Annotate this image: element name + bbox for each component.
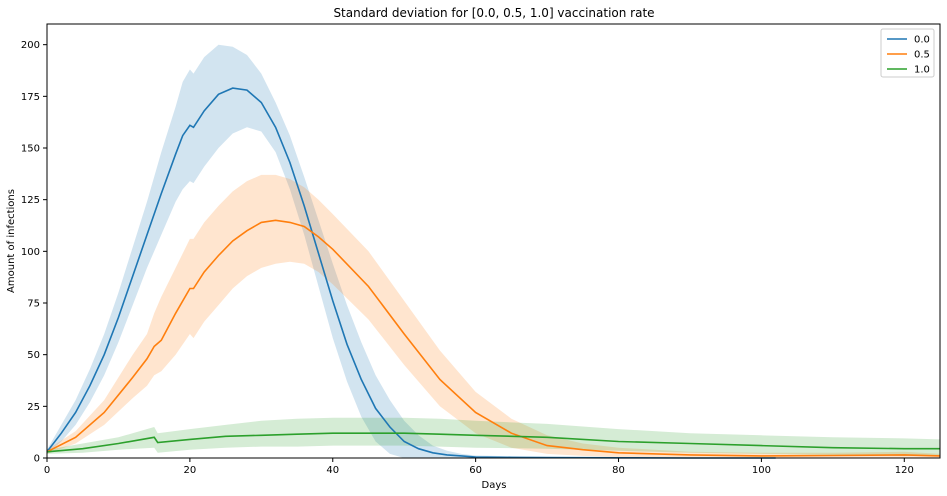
legend-label-0.5: 0.5 [914, 50, 930, 61]
y-tick-label: 175 [21, 92, 40, 103]
x-axis-ticks: 0 20 40 60 80 100 120 [44, 458, 914, 476]
x-tick-label: 0 [44, 465, 50, 476]
x-tick-label: 60 [469, 465, 482, 476]
y-tick-label: 150 [21, 144, 40, 155]
series-lines [46, 87, 941, 459]
band-series-1.0 [47, 417, 940, 456]
y-tick-label: 75 [27, 299, 40, 310]
plot-frame [46, 23, 941, 459]
y-tick-label: 25 [27, 402, 40, 413]
x-tick-label: 40 [326, 465, 339, 476]
x-tick-label: 100 [752, 465, 771, 476]
line-series-0.5 [46, 219, 941, 457]
legend-label-1.0: 1.0 [914, 65, 930, 76]
x-tick-label: 20 [184, 465, 197, 476]
band-series-0.0 [47, 44, 776, 458]
y-tick-label: 100 [21, 247, 40, 258]
band-series-0.5 [47, 174, 940, 458]
y-tick-label: 125 [21, 195, 40, 206]
y-tick-label: 0 [34, 454, 40, 465]
legend: 0.0 0.5 1.0 [880, 28, 935, 78]
x-tick-label: 120 [895, 465, 914, 476]
y-tick-label: 50 [27, 350, 40, 361]
line-series-0.0 [46, 87, 776, 459]
x-axis-label: Days [482, 480, 507, 491]
y-axis-ticks: 0 25 50 75 100 125 150 175 200 [21, 40, 47, 465]
confidence-bands [47, 44, 940, 458]
chart-title: Standard deviation for [0.0, 0.5, 1.0] v… [333, 6, 654, 20]
x-tick-label: 80 [612, 465, 625, 476]
legend-box [880, 28, 935, 78]
line-series-1.0 [46, 432, 940, 453]
y-axis-label: Amount of infections [6, 189, 17, 293]
legend-label-0.0: 0.0 [914, 35, 930, 46]
y-tick-label: 200 [21, 40, 40, 51]
